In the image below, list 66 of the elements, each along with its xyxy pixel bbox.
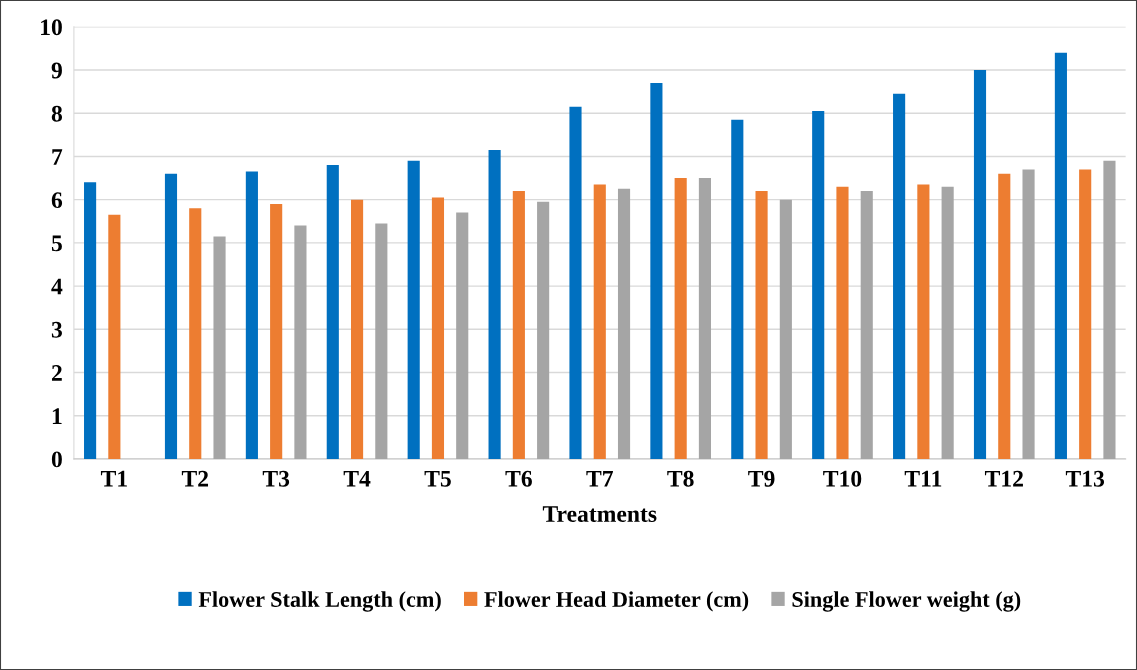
- y-tick-label: 9: [51, 62, 62, 79]
- x-tick-label: T1: [100, 470, 127, 487]
- x-tick-label: T5: [424, 470, 451, 487]
- x-axis-title: Treatments: [542, 506, 657, 522]
- x-tick-label: T8: [667, 470, 694, 487]
- bar: [941, 186, 954, 459]
- bar: [537, 201, 550, 459]
- y-tick-label: 1: [52, 408, 62, 424]
- bar: [1022, 169, 1035, 459]
- bar: [973, 70, 987, 459]
- legend-label: Single Flower weight (g): [792, 591, 1021, 612]
- bar: [270, 203, 283, 459]
- y-tick-label: 6: [51, 192, 63, 209]
- y-tick-label: 8: [51, 105, 63, 122]
- y-tick-label: 2: [51, 365, 62, 381]
- bar: [456, 212, 469, 459]
- bar: [431, 197, 445, 459]
- x-tick-label: T4: [343, 470, 371, 487]
- legend-label: Flower Head Diameter (cm): [484, 591, 749, 612]
- bar: [836, 186, 849, 459]
- bar: [407, 160, 420, 459]
- y-tick-label: 0: [51, 451, 62, 468]
- bar: [326, 165, 339, 459]
- bar: [213, 236, 226, 459]
- x-tick-label: T10: [823, 470, 862, 487]
- legend-label: Flower Stalk Length (cm): [198, 591, 441, 612]
- bar: [245, 171, 258, 459]
- bar: [375, 223, 388, 459]
- bar: [893, 93, 906, 459]
- bar: [189, 208, 202, 459]
- x-tick-label: T2: [181, 470, 209, 487]
- bar: [812, 111, 825, 459]
- x-tick-label: T9: [748, 470, 775, 487]
- bar: [569, 106, 582, 459]
- y-tick-label: 5: [51, 235, 62, 252]
- bar: [917, 184, 930, 459]
- bar: [488, 149, 501, 459]
- y-tick-label: 10: [41, 19, 62, 36]
- bar: [674, 178, 687, 459]
- y-tick-label: 7: [52, 149, 63, 165]
- bar: [593, 184, 606, 459]
- bar: [294, 225, 307, 459]
- bar: [108, 214, 121, 459]
- x-tick-label: T6: [505, 470, 532, 487]
- bar: [1054, 52, 1067, 459]
- bar: [1079, 169, 1092, 459]
- bar: [998, 173, 1011, 459]
- bar: [617, 188, 631, 459]
- y-tick-label: 4: [51, 278, 63, 295]
- bar: [755, 191, 768, 459]
- bar: [698, 178, 712, 459]
- x-tick-label: T7: [586, 470, 613, 487]
- bar: [650, 82, 663, 459]
- x-tick-label: T13: [1065, 470, 1105, 487]
- bar: [731, 119, 744, 459]
- bar: [860, 191, 873, 459]
- bar: [1103, 160, 1116, 459]
- x-tick-label: T12: [984, 470, 1023, 487]
- y-tick-label: 3: [51, 321, 62, 338]
- bar: [84, 182, 97, 459]
- x-tick-label: T3: [262, 470, 290, 487]
- bar: [350, 199, 364, 459]
- bar: [164, 173, 178, 459]
- bar: [512, 191, 525, 459]
- bar: [779, 199, 792, 459]
- x-tick-label: T11: [904, 470, 942, 487]
